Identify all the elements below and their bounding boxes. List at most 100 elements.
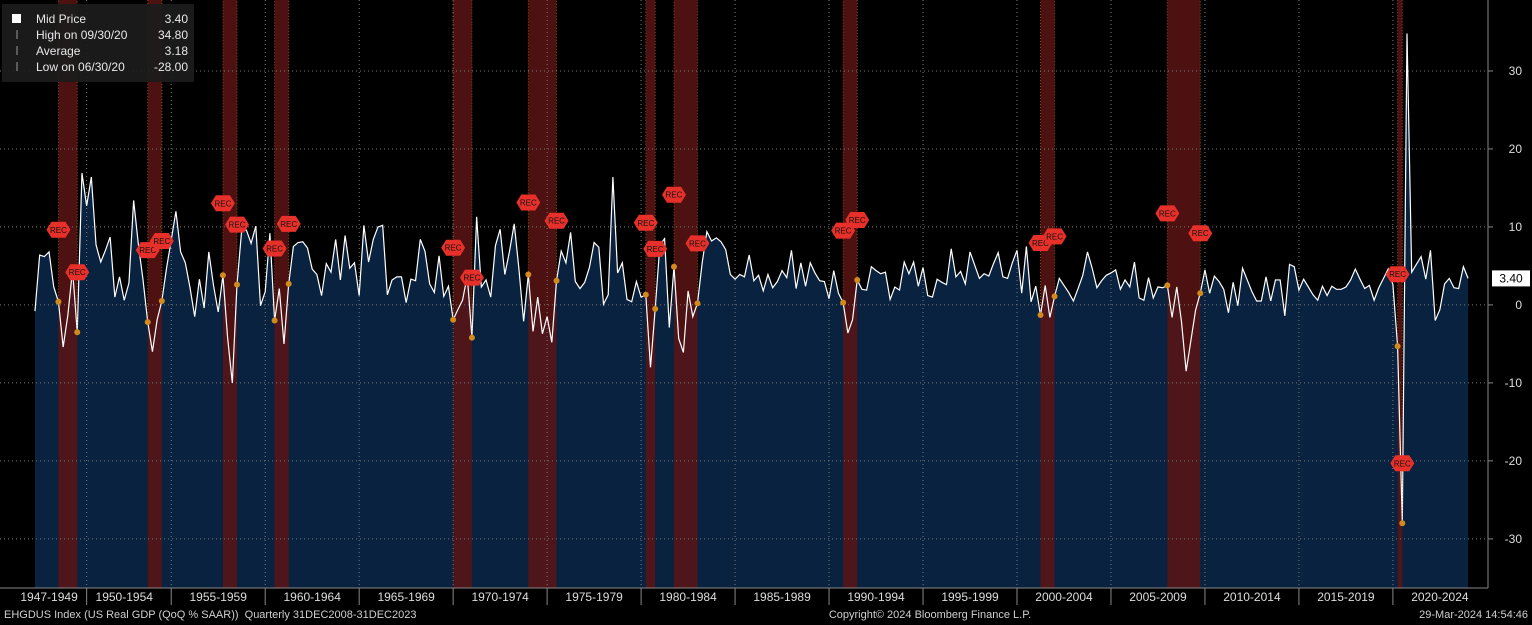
footer-left: EHGDUS Index (US Real GDP (QoQ % SAAR)) … bbox=[4, 609, 416, 621]
recession-point bbox=[1164, 282, 1171, 289]
recession-band bbox=[58, 0, 78, 588]
x-tick-label: 2010-2014 bbox=[1223, 590, 1281, 604]
rec-tag bbox=[225, 216, 250, 233]
recession-band bbox=[274, 0, 289, 588]
x-tick-label: 1970-1974 bbox=[471, 590, 529, 604]
recession-band bbox=[645, 0, 656, 588]
recession-point bbox=[74, 329, 81, 336]
x-tick-label: 2005-2009 bbox=[1129, 590, 1187, 604]
rec-tag bbox=[633, 214, 658, 231]
recession-band bbox=[843, 0, 858, 588]
rec-tag bbox=[1042, 228, 1067, 245]
recession-band bbox=[453, 0, 472, 588]
legend-value: 34.80 bbox=[158, 28, 188, 42]
recession-point bbox=[1051, 293, 1058, 300]
rec-tag-label: REC bbox=[139, 246, 156, 255]
recession-band bbox=[528, 0, 557, 588]
y-tick-label: -20 bbox=[1505, 454, 1523, 468]
rec-tag-label: REC bbox=[647, 245, 664, 254]
rec-tag bbox=[210, 195, 235, 212]
recession-point bbox=[854, 276, 861, 283]
recession-point bbox=[642, 291, 649, 298]
y-tick-label: -10 bbox=[1505, 376, 1523, 390]
legend-swatch bbox=[12, 14, 21, 23]
x-tick-label: 1990-1994 bbox=[847, 590, 905, 604]
rec-tag bbox=[516, 194, 541, 211]
rec-tag-label: REC bbox=[463, 274, 480, 283]
legend: Mid Price 3.40 High on 09/30/20 34.80 Averag… bbox=[2, 4, 194, 82]
rec-tag bbox=[845, 211, 870, 228]
recession-point bbox=[652, 305, 659, 312]
rec-tag-label: REC bbox=[153, 237, 170, 246]
legend-label: Average bbox=[36, 44, 81, 58]
x-tick-label: 1985-1989 bbox=[753, 590, 811, 604]
rec-tag bbox=[661, 186, 686, 203]
rec-tag bbox=[441, 239, 466, 256]
rec-tag bbox=[262, 240, 287, 257]
rec-tag bbox=[276, 215, 301, 232]
recession-point bbox=[1037, 312, 1044, 319]
rec-tag-label: REC bbox=[666, 191, 683, 200]
rec-tag-label: REC bbox=[849, 216, 866, 225]
recession-point bbox=[55, 298, 62, 305]
recession-band bbox=[222, 0, 238, 588]
recession-band bbox=[1040, 0, 1055, 588]
rec-tag-label: REC bbox=[1394, 459, 1411, 468]
y-tick-label: 20 bbox=[1509, 142, 1523, 156]
recession-band bbox=[1167, 0, 1201, 588]
legend-value: 3.18 bbox=[165, 44, 189, 58]
recession-point bbox=[840, 299, 847, 306]
recession-point bbox=[1394, 343, 1401, 350]
rec-tag-label: REC bbox=[637, 219, 654, 228]
recession-point bbox=[219, 272, 226, 279]
rec-tag-label: REC bbox=[229, 221, 246, 230]
rec-tag-label: REC bbox=[445, 244, 462, 253]
recession-point bbox=[694, 300, 701, 307]
rec-tag bbox=[1155, 205, 1180, 222]
legend-label: Low on 06/30/20 bbox=[36, 60, 125, 74]
rec-tag-label: REC bbox=[1192, 229, 1209, 238]
recession-point bbox=[234, 281, 241, 288]
recession-band bbox=[1397, 0, 1403, 588]
x-tick-label: 2020-2024 bbox=[1411, 590, 1469, 604]
rec-tag bbox=[544, 212, 569, 229]
recession-point bbox=[450, 316, 457, 323]
rec-tag-label: REC bbox=[520, 199, 537, 208]
footer-center: Copyright© 2024 Bloomberg Finance L.P. bbox=[829, 609, 1031, 621]
last-value-label: 3.40 bbox=[1499, 271, 1523, 285]
recession-point bbox=[271, 317, 278, 324]
footer-right: 29-Mar-2024 14:54:46 bbox=[1419, 609, 1528, 621]
legend-label: Mid Price bbox=[36, 12, 86, 26]
recession-point bbox=[1399, 520, 1406, 527]
recession-point bbox=[670, 263, 677, 270]
rec-tag bbox=[1385, 266, 1410, 283]
recession-band bbox=[673, 0, 698, 588]
rec-tag bbox=[65, 264, 90, 281]
rec-tag-label: REC bbox=[1389, 270, 1406, 279]
rec-tag-label: REC bbox=[1032, 239, 1049, 248]
rec-tag bbox=[1390, 455, 1415, 472]
rec-tag-label: REC bbox=[548, 217, 565, 226]
rec-tag bbox=[685, 235, 710, 252]
x-tick-label: 2015-2019 bbox=[1317, 590, 1375, 604]
y-tick-label: 0 bbox=[1515, 298, 1522, 312]
x-tick-label: 2000-2004 bbox=[1035, 590, 1093, 604]
rec-tag-label: REC bbox=[50, 226, 67, 235]
x-tick-label: 1980-1984 bbox=[659, 590, 717, 604]
rec-tag-label: REC bbox=[1046, 232, 1063, 241]
recession-point bbox=[144, 319, 151, 326]
recession-band bbox=[147, 0, 162, 588]
recession-point bbox=[525, 271, 532, 278]
legend-value: 3.40 bbox=[165, 12, 189, 26]
rec-tag bbox=[643, 240, 668, 257]
rec-tag bbox=[149, 233, 174, 250]
x-tick-label: 1960-1964 bbox=[283, 590, 341, 604]
rec-tag bbox=[1188, 225, 1213, 242]
x-tick-label: 1950-1954 bbox=[96, 590, 154, 604]
rec-tag bbox=[46, 221, 71, 238]
legend-label: High on 09/30/20 bbox=[36, 28, 128, 42]
rec-tag-label: REC bbox=[69, 268, 86, 277]
rec-tag-label: REC bbox=[835, 227, 852, 236]
y-tick-label: 30 bbox=[1509, 64, 1523, 78]
